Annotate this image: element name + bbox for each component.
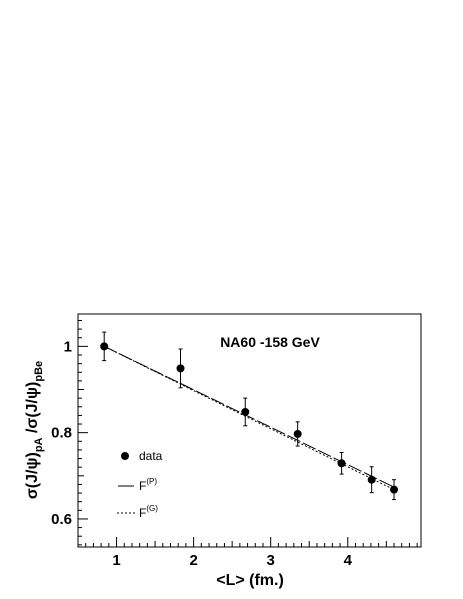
legend-label-fg-name: F	[139, 506, 146, 520]
y-tick-label: 1	[64, 338, 72, 355]
y-tick-label: 0.8	[51, 425, 72, 442]
fit-line-fg	[103, 345, 396, 491]
x-tick-label: 1	[112, 552, 120, 569]
data-point	[367, 475, 376, 484]
legend-label-fp-sup: (P)	[146, 477, 157, 486]
legend: data F(P) F(G)	[117, 449, 163, 520]
fit-lines	[103, 345, 396, 491]
data-point	[176, 364, 185, 373]
chart-title: NA60 -158 GeV	[220, 334, 320, 350]
data-point	[337, 459, 346, 468]
legend-label-fp: F(P)	[139, 477, 157, 493]
y-axis-title-sub1: pA	[33, 437, 45, 452]
legend-label-fg: F(G)	[139, 504, 158, 520]
legend-label-data: data	[139, 449, 163, 463]
y-axis-title-sub2: pBe	[33, 361, 45, 382]
legend-label-fg-sup: (G)	[146, 504, 158, 513]
y-tick-label: 0.6	[51, 511, 72, 528]
legend-label-fp-name: F	[139, 479, 146, 493]
data-point	[390, 485, 399, 494]
x-axis-title: <L> (fm.)	[216, 572, 284, 589]
legend-marker-data	[121, 452, 129, 460]
data-point	[100, 342, 109, 351]
data-point	[241, 407, 250, 416]
x-tick-label: 3	[267, 552, 275, 569]
y-axis-title-main: σ(J/ψ)	[24, 452, 41, 499]
data-point	[293, 429, 302, 438]
data-points	[100, 331, 399, 501]
plot-frame	[77, 313, 422, 548]
y-axis-title: σ(J/ψ)pA /σ(J/ψ)pBe	[24, 361, 45, 499]
x-tick-label: 2	[189, 552, 197, 569]
axis-ticks: 1 2 3 4 0.6 0.8 1	[51, 319, 418, 569]
x-tick-label: 4	[344, 552, 353, 569]
y-axis-title-mid: /σ(J/ψ)	[24, 382, 41, 438]
